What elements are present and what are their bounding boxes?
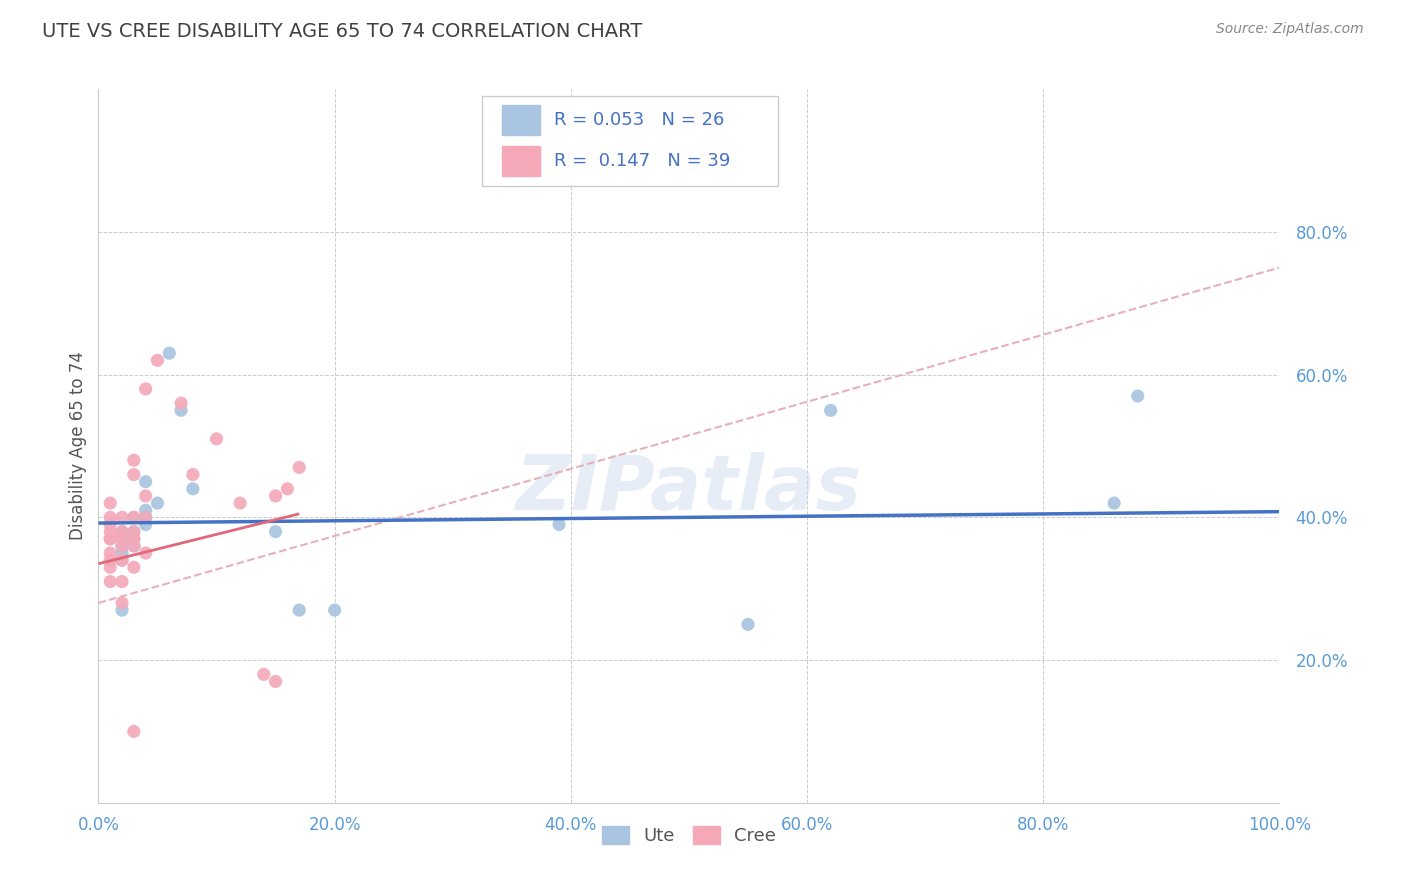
Point [205, 432, 228, 446]
Point [276, 482, 298, 496]
Point [98, 560, 121, 574]
Point [135, 510, 157, 524]
Point [170, 403, 193, 417]
Point [170, 396, 193, 410]
Legend: Ute, Cree: Ute, Cree [602, 826, 776, 845]
Point [122, 532, 145, 546]
Point [111, 524, 134, 539]
Point [98, 510, 121, 524]
Point [288, 603, 311, 617]
Point [111, 603, 134, 617]
Point [111, 574, 134, 589]
Point [135, 517, 157, 532]
Point [135, 475, 157, 489]
Point [98, 532, 121, 546]
Text: UTE VS CREE DISABILITY AGE 65 TO 74 CORRELATION CHART: UTE VS CREE DISABILITY AGE 65 TO 74 CORR… [42, 22, 643, 41]
Point [181, 467, 204, 482]
Point [288, 460, 311, 475]
Point [111, 546, 134, 560]
Point [264, 674, 287, 689]
Y-axis label: Disability Age 65 to 74: Disability Age 65 to 74 [69, 351, 87, 541]
Point [135, 510, 157, 524]
Point [111, 539, 134, 553]
Point [111, 553, 134, 567]
Point [146, 496, 169, 510]
Point [122, 453, 145, 467]
Point [98, 553, 121, 567]
Point [122, 510, 145, 524]
Point [122, 539, 145, 553]
Point [122, 539, 145, 553]
Point [146, 353, 169, 368]
Bar [502, 105, 540, 136]
Point [111, 532, 134, 546]
Bar [502, 146, 540, 177]
Point [181, 482, 204, 496]
Point [111, 596, 134, 610]
Point [229, 496, 252, 510]
Point [98, 574, 121, 589]
Point [135, 503, 157, 517]
Point [264, 489, 287, 503]
Point [122, 724, 145, 739]
Text: Source: ZipAtlas.com: Source: ZipAtlas.com [1216, 22, 1364, 37]
Point [98, 496, 121, 510]
Text: R = 0.053   N = 26: R = 0.053 N = 26 [554, 112, 724, 129]
Point [323, 603, 346, 617]
Point [122, 510, 145, 524]
Point [135, 382, 157, 396]
Point [1102, 496, 1125, 510]
Point [98, 546, 121, 560]
Point [111, 539, 134, 553]
Point [135, 489, 157, 503]
Point [548, 517, 571, 532]
Point [111, 553, 134, 567]
Point [122, 560, 145, 574]
Point [111, 532, 134, 546]
Text: R =  0.147   N = 39: R = 0.147 N = 39 [554, 153, 731, 170]
Point [111, 510, 134, 524]
Point [111, 524, 134, 539]
Point [737, 617, 759, 632]
Point [98, 532, 121, 546]
Point [122, 524, 145, 539]
Point [135, 546, 157, 560]
Point [122, 467, 145, 482]
Point [1126, 389, 1149, 403]
Point [157, 346, 180, 360]
Point [122, 524, 145, 539]
Point [98, 517, 121, 532]
FancyBboxPatch shape [482, 96, 778, 186]
Point [98, 524, 121, 539]
Point [264, 524, 287, 539]
Text: ZIPatlas: ZIPatlas [516, 452, 862, 525]
Point [253, 667, 276, 681]
Point [820, 403, 842, 417]
Point [122, 532, 145, 546]
